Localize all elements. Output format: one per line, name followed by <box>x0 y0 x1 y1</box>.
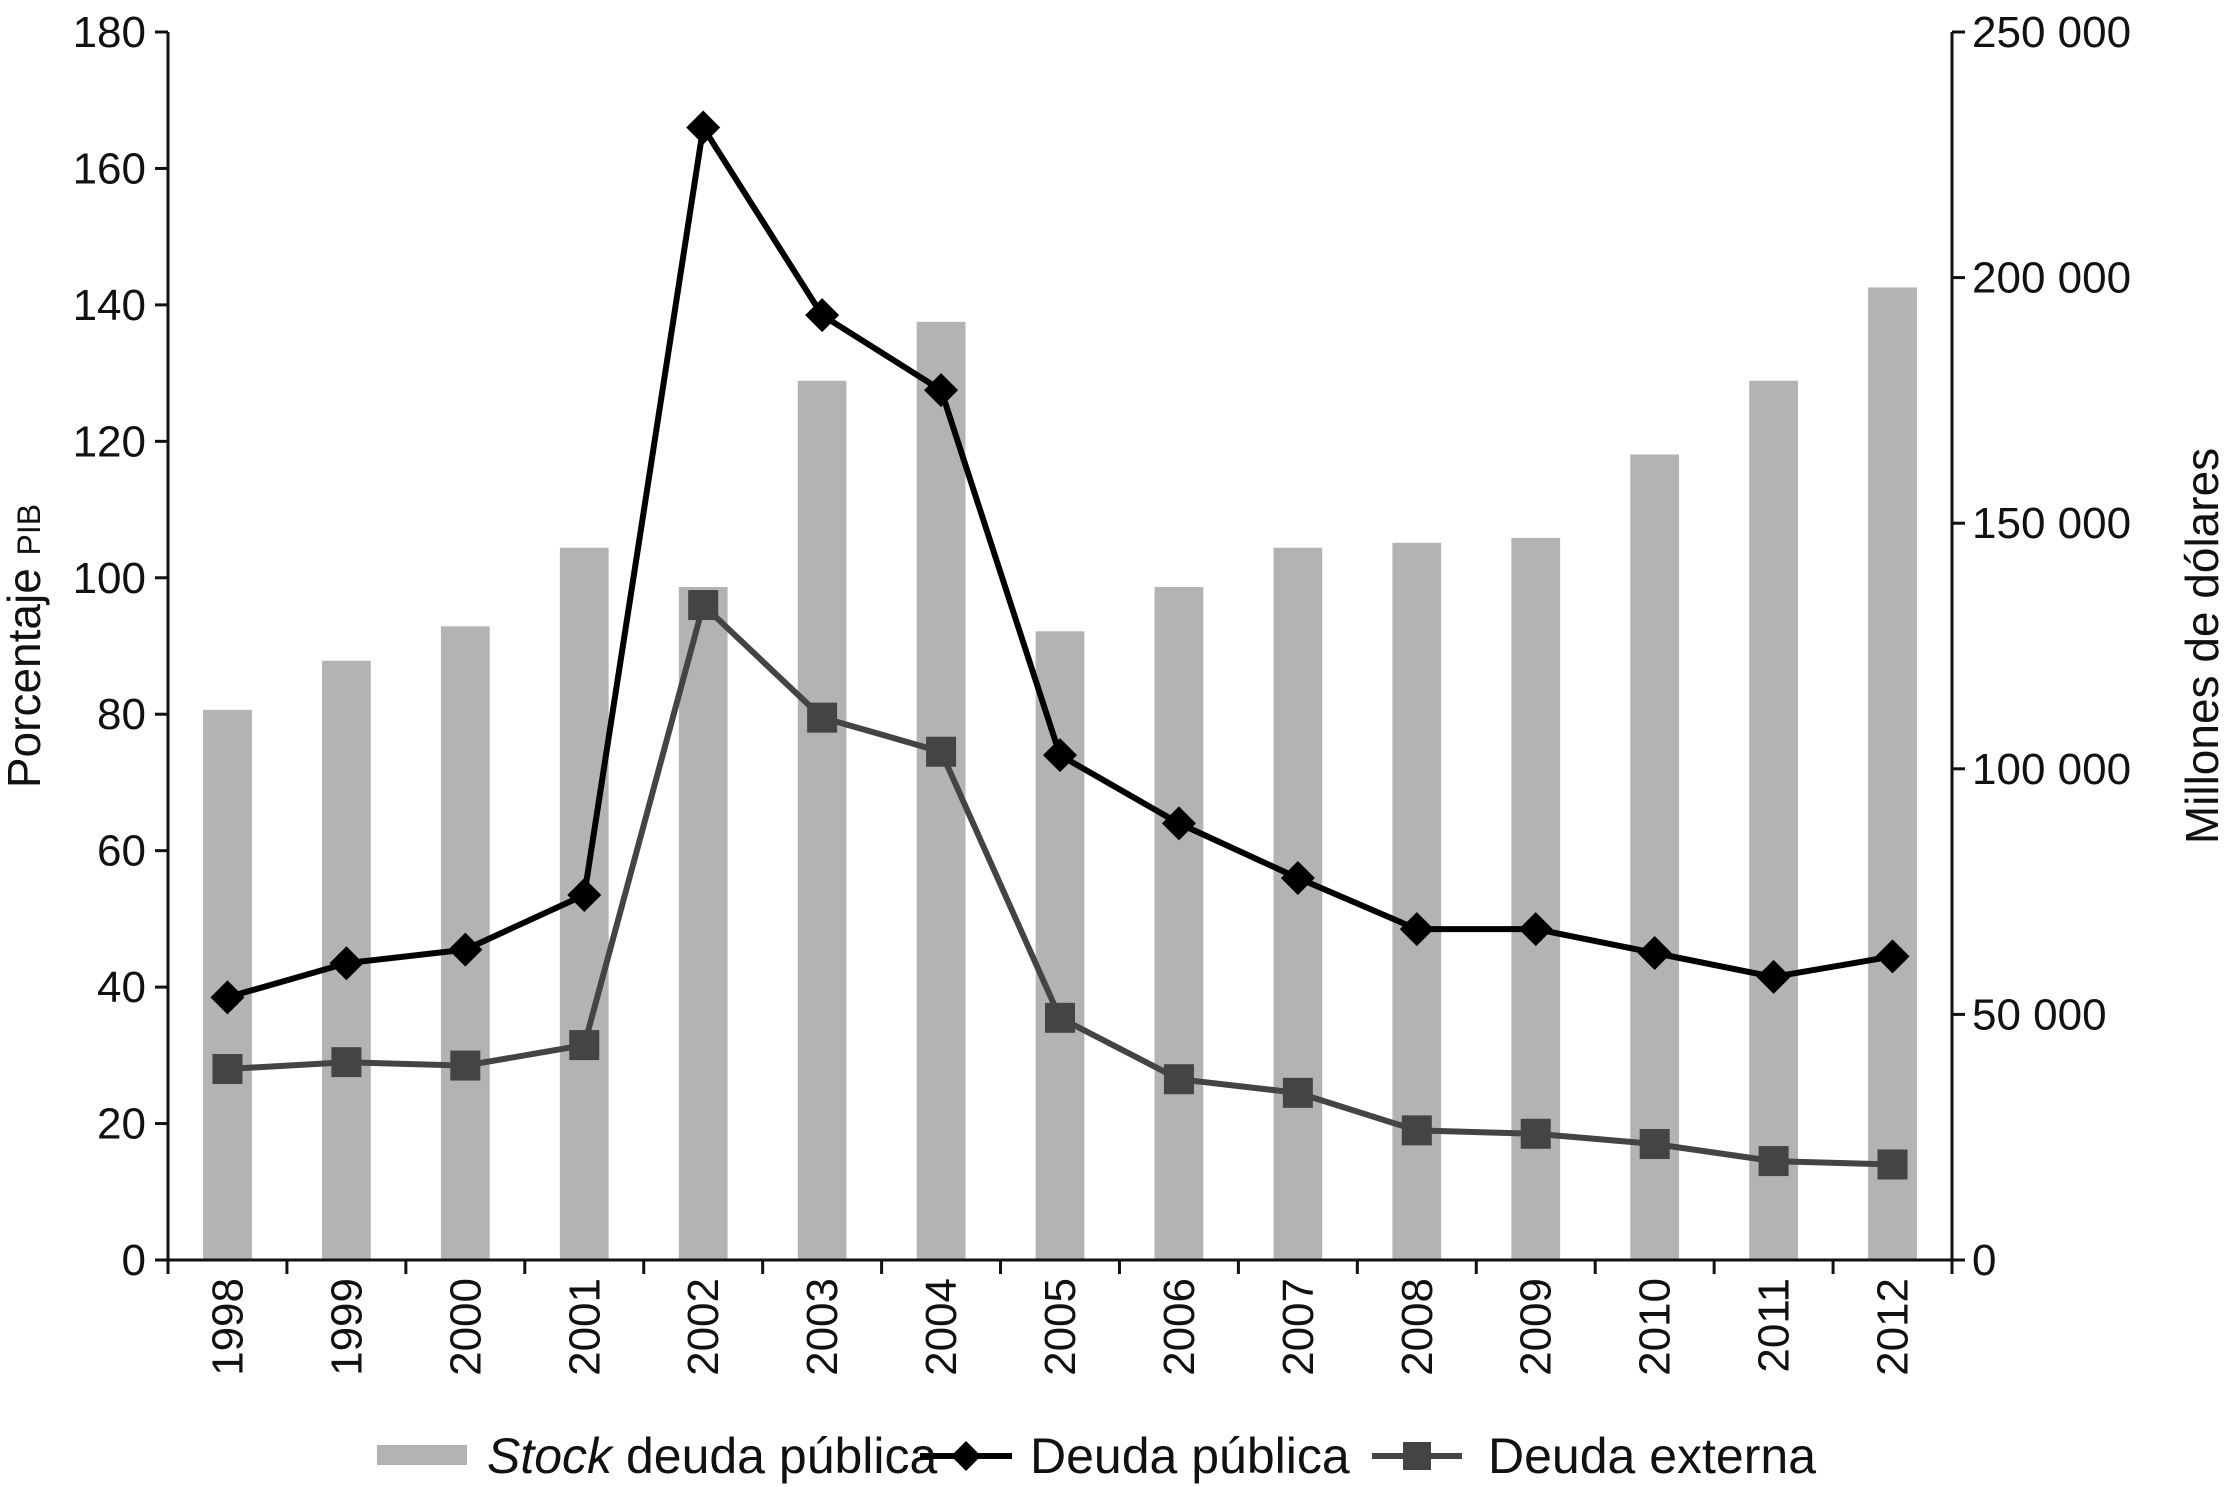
left-tick-label: 80 <box>97 690 146 739</box>
point-deuda-externa-2003 <box>807 702 838 733</box>
point-deuda-publica-2004 <box>924 373 959 408</box>
left-tick-label: 180 <box>73 8 146 57</box>
x-tick-label-2006: 2006 <box>1155 1278 1204 1376</box>
right-axis-title: Millones de dólares <box>2176 448 2228 844</box>
point-deuda-publica-1998 <box>210 980 245 1015</box>
point-deuda-externa-1998 <box>212 1053 243 1084</box>
point-deuda-publica-2011 <box>1756 959 1791 994</box>
point-deuda-publica-2003 <box>805 298 840 333</box>
x-tick-label-2009: 2009 <box>1512 1278 1561 1376</box>
point-deuda-publica-2007 <box>1280 860 1315 895</box>
bar-2002 <box>678 587 728 1260</box>
x-tick-label-1998: 1998 <box>203 1278 252 1376</box>
x-tick-label-2007: 2007 <box>1274 1278 1323 1376</box>
point-deuda-publica-2001 <box>567 878 602 913</box>
right-tick-label: 0 <box>1972 1236 1996 1285</box>
x-tick-label-1999: 1999 <box>322 1278 371 1376</box>
right-tick-label: 150 000 <box>1972 499 2131 548</box>
legend: Stock deuda pública Deuda pública Deuda … <box>377 1428 1816 1484</box>
x-tick-label-2008: 2008 <box>1393 1278 1442 1376</box>
bar-2006 <box>1154 587 1204 1260</box>
point-deuda-externa-2005 <box>1045 1002 1075 1033</box>
bar-2005 <box>1035 631 1085 1260</box>
right-tick-label: 200 000 <box>1972 254 2131 303</box>
legend-swatch-stock <box>377 1445 467 1465</box>
point-deuda-publica-2012 <box>1875 939 1910 974</box>
lines-layer <box>210 110 1910 1180</box>
point-deuda-publica-2009 <box>1518 912 1553 947</box>
right-tick-label: 50 000 <box>1972 990 2107 1039</box>
point-deuda-publica-2010 <box>1637 936 1672 970</box>
bar-2003 <box>797 380 847 1260</box>
left-axis-title: Porcentaje PIB <box>0 504 50 788</box>
point-deuda-publica-2005 <box>1043 738 1077 773</box>
point-deuda-publica-2000 <box>448 932 483 967</box>
bar-2009 <box>1511 537 1561 1260</box>
left-tick-label: 20 <box>97 1100 146 1149</box>
axes-layer: 0 20 40 60 80 100 120 140 160 180 0 50 000 100 000 15… <box>0 8 2228 1376</box>
point-deuda-externa-1999 <box>331 1047 362 1078</box>
legend-label-stock: Stock deuda pública <box>487 1428 938 1484</box>
bar-2012 <box>1868 287 1917 1260</box>
point-deuda-externa-2002 <box>688 590 719 621</box>
bar-2011 <box>1749 380 1798 1260</box>
point-deuda-publica-2008 <box>1399 912 1434 947</box>
right-tick-label: 100 000 <box>1972 745 2131 794</box>
bar-2008 <box>1392 542 1442 1260</box>
left-tick-label: 100 <box>73 554 146 603</box>
point-deuda-externa-2004 <box>926 736 957 767</box>
point-deuda-publica-1999 <box>329 946 364 981</box>
point-deuda-externa-2001 <box>569 1030 600 1061</box>
left-tick-label: 40 <box>97 963 146 1012</box>
legend-diamond-icon <box>951 1441 981 1471</box>
point-deuda-externa-2009 <box>1520 1118 1551 1149</box>
point-deuda-externa-2006 <box>1163 1064 1194 1095</box>
x-tick-label-2012: 2012 <box>1869 1278 1918 1376</box>
point-deuda-externa-2000 <box>450 1050 481 1081</box>
right-tick-label: 250 000 <box>1972 8 2131 57</box>
x-tick-label-2001: 2001 <box>560 1278 609 1376</box>
point-deuda-externa-2010 <box>1639 1129 1670 1160</box>
left-tick-label: 140 <box>73 281 146 330</box>
point-deuda-publica-2006 <box>1161 806 1196 841</box>
legend-label-deuda-externa: Deuda externa <box>1488 1428 1816 1484</box>
point-deuda-externa-2007 <box>1282 1077 1313 1108</box>
x-tick-label-2011: 2011 <box>1750 1278 1799 1373</box>
left-tick-label: 0 <box>122 1236 146 1285</box>
x-tick-label-2005: 2005 <box>1036 1278 1085 1376</box>
x-tick-label-2010: 2010 <box>1631 1278 1680 1376</box>
bar-2007 <box>1273 547 1323 1260</box>
point-deuda-externa-2011 <box>1758 1146 1789 1177</box>
x-tick-label-2000: 2000 <box>441 1278 490 1376</box>
point-deuda-publica-2002 <box>686 110 721 145</box>
point-deuda-externa-2008 <box>1401 1115 1432 1146</box>
point-deuda-externa-2012 <box>1877 1149 1908 1180</box>
x-tick-label-2002: 2002 <box>679 1278 728 1376</box>
left-tick-label: 60 <box>97 827 146 876</box>
left-tick-label: 160 <box>73 144 146 193</box>
legend-square-icon <box>1403 1442 1431 1470</box>
bar-2010 <box>1630 454 1680 1260</box>
legend-label-deuda-publica: Deuda pública <box>1030 1428 1350 1484</box>
x-tick-label-2003: 2003 <box>798 1278 847 1376</box>
x-tick-label-2004: 2004 <box>917 1278 966 1376</box>
left-tick-label: 120 <box>73 417 146 466</box>
bars-layer <box>203 287 1917 1261</box>
